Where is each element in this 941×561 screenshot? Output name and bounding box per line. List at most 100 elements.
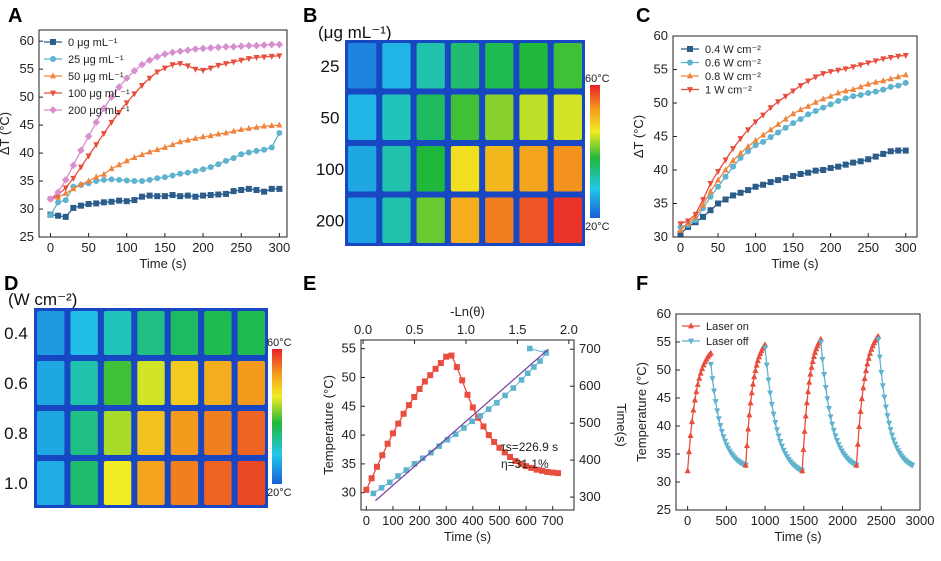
thermal-well bbox=[348, 146, 377, 192]
series-a-3-point bbox=[268, 53, 275, 60]
series-f-off-3-point bbox=[909, 462, 916, 469]
series-f-on-0-point bbox=[693, 388, 700, 395]
series-c-2-point bbox=[850, 86, 857, 92]
series-c-1-point bbox=[902, 79, 909, 86]
panel-letter-f: F bbox=[636, 273, 648, 295]
series-c-3-point bbox=[797, 83, 804, 90]
series-f-on-0-point bbox=[696, 374, 703, 381]
series-a-3-point bbox=[108, 119, 115, 126]
series-a-0-point bbox=[55, 212, 62, 219]
series-c-3-point bbox=[857, 62, 864, 69]
x-tick-label: 100 bbox=[116, 240, 138, 255]
series-a-2-point bbox=[161, 143, 168, 150]
series-f-off-3-point bbox=[881, 394, 888, 401]
y-tick-label: 55 bbox=[654, 62, 668, 77]
thermal-well bbox=[103, 361, 132, 405]
series-e-temperature-point bbox=[395, 420, 402, 427]
legend-marker bbox=[49, 106, 57, 114]
series-c-2-point bbox=[707, 187, 714, 194]
series-f-off-3-point bbox=[893, 445, 900, 452]
series-c-0-point bbox=[812, 167, 819, 174]
series-e-cooling-point bbox=[526, 345, 533, 352]
series-c-2-point bbox=[790, 110, 797, 117]
series-c-3-point bbox=[715, 168, 722, 175]
y-tick-label: 55 bbox=[20, 61, 34, 76]
thermal-well bbox=[137, 411, 165, 455]
series-a-0-point bbox=[245, 185, 252, 192]
x-tick-label: 2500 bbox=[867, 513, 896, 528]
series-a-3-point bbox=[215, 62, 222, 69]
thermal-well bbox=[348, 94, 377, 140]
series-c-3-point bbox=[685, 218, 692, 225]
series-e-temperature-point bbox=[469, 404, 476, 411]
series-c-0-point bbox=[775, 177, 782, 184]
series-a-0-point bbox=[116, 197, 123, 204]
series-c-3-point bbox=[895, 53, 902, 60]
series-c-1-point bbox=[790, 120, 797, 127]
series-f-on-2-point bbox=[809, 357, 816, 364]
series-e-temperature-point bbox=[507, 453, 514, 460]
color-scale-max: 60°C bbox=[267, 337, 292, 349]
series-a-1-point bbox=[146, 176, 153, 183]
series-f-off-0-point bbox=[718, 429, 725, 436]
series-a-0-line bbox=[50, 188, 280, 218]
series-f-on-3-point bbox=[853, 461, 860, 468]
y-axis-title: Temperature (°C) bbox=[321, 375, 336, 475]
series-c-1-point bbox=[842, 95, 849, 102]
series-f-off-3-point bbox=[887, 427, 894, 434]
series-f-off-0-point bbox=[722, 438, 729, 445]
y-right-tick-label: 700 bbox=[579, 341, 601, 356]
panel-letter-d: D bbox=[4, 273, 18, 295]
legend-label: 0.8 W cm⁻² bbox=[705, 71, 761, 83]
series-a-1-point bbox=[139, 178, 146, 185]
heatmap-unit-label: (μg mL⁻¹) bbox=[318, 23, 392, 42]
x-tick-label: 300 bbox=[435, 513, 457, 528]
series-a-0-point bbox=[215, 191, 222, 198]
thermal-well bbox=[170, 311, 199, 355]
legend-label: 50 μg mL⁻¹ bbox=[68, 71, 124, 83]
thermal-well bbox=[204, 411, 232, 455]
legend-label: 25 μg mL⁻¹ bbox=[68, 54, 124, 66]
series-c-1-point bbox=[880, 86, 887, 93]
series-f-off-0-point bbox=[709, 376, 716, 383]
series-c-0-point bbox=[707, 207, 714, 214]
series-e-cooling-point bbox=[436, 443, 443, 449]
series-f-off-2-point bbox=[822, 385, 829, 392]
x-tick-label: 1000 bbox=[751, 513, 780, 528]
series-c-3-point bbox=[707, 181, 714, 187]
series-f-off-2-point bbox=[830, 427, 837, 434]
series-a-4-point bbox=[61, 176, 70, 184]
thermal-well bbox=[137, 361, 165, 405]
series-a-4-point bbox=[214, 43, 223, 52]
series-f-on-1-point bbox=[743, 442, 750, 449]
x-tick-label: 100 bbox=[382, 513, 404, 528]
series-c-1-point bbox=[782, 124, 789, 131]
series-f-on-2-point bbox=[801, 427, 808, 434]
series-a-3-point bbox=[161, 65, 168, 72]
series-a-0-point bbox=[93, 200, 100, 207]
series-a-0-point bbox=[200, 192, 207, 199]
series-a-2-point bbox=[100, 170, 107, 177]
series-a-0-point bbox=[146, 192, 153, 199]
series-f-on-2-point bbox=[808, 363, 815, 370]
y-axis-title: ΔT (°C) bbox=[0, 112, 12, 155]
series-f-on-3-point bbox=[854, 440, 861, 447]
series-f-off-0-point bbox=[723, 442, 730, 449]
series-a-1-point bbox=[238, 151, 245, 158]
series-e-temperature-point bbox=[389, 430, 396, 437]
thermal-well bbox=[382, 197, 411, 243]
series-f-off-2-point bbox=[832, 433, 839, 440]
thermal-well bbox=[37, 361, 65, 405]
x-tick-label: 200 bbox=[192, 240, 214, 255]
series-f-on-1-point bbox=[748, 389, 755, 396]
series-c-1-point bbox=[857, 91, 864, 98]
series-c-2-point bbox=[827, 92, 834, 99]
series-f-on-3-point bbox=[862, 367, 869, 374]
panel-letter-c: C bbox=[636, 5, 650, 27]
series-f-on-2-point bbox=[807, 370, 814, 377]
series-f-off-3-point bbox=[879, 383, 886, 390]
thermal-well bbox=[237, 361, 265, 405]
series-c-2-point bbox=[722, 166, 729, 173]
series-a-1-point bbox=[177, 170, 184, 177]
